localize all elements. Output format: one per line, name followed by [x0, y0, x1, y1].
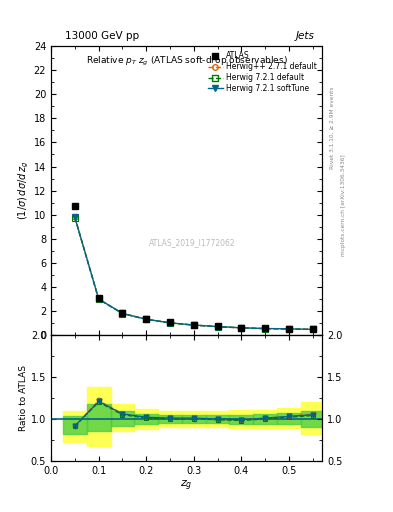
Y-axis label: Ratio to ATLAS: Ratio to ATLAS: [19, 365, 28, 431]
Text: Relative $p_T$ $z_g$ (ATLAS soft-drop observables): Relative $p_T$ $z_g$ (ATLAS soft-drop ob…: [86, 55, 288, 68]
Y-axis label: $(1/\sigma)\,d\sigma/d\,z_g$: $(1/\sigma)\,d\sigma/d\,z_g$: [17, 161, 31, 220]
Text: 13000 GeV pp: 13000 GeV pp: [64, 31, 139, 41]
X-axis label: $z_g$: $z_g$: [180, 478, 193, 493]
Text: Rivet 3.1.10, ≥ 2.9M events: Rivet 3.1.10, ≥ 2.9M events: [330, 87, 334, 169]
Text: ATLAS_2019_I1772062: ATLAS_2019_I1772062: [149, 238, 235, 247]
Legend: ATLAS, Herwig++ 2.7.1 default, Herwig 7.2.1 default, Herwig 7.2.1 softTune: ATLAS, Herwig++ 2.7.1 default, Herwig 7.…: [206, 50, 318, 95]
Text: mcplots.cern.ch [arXiv:1306.3436]: mcplots.cern.ch [arXiv:1306.3436]: [342, 154, 346, 255]
Text: Jets: Jets: [295, 31, 314, 41]
